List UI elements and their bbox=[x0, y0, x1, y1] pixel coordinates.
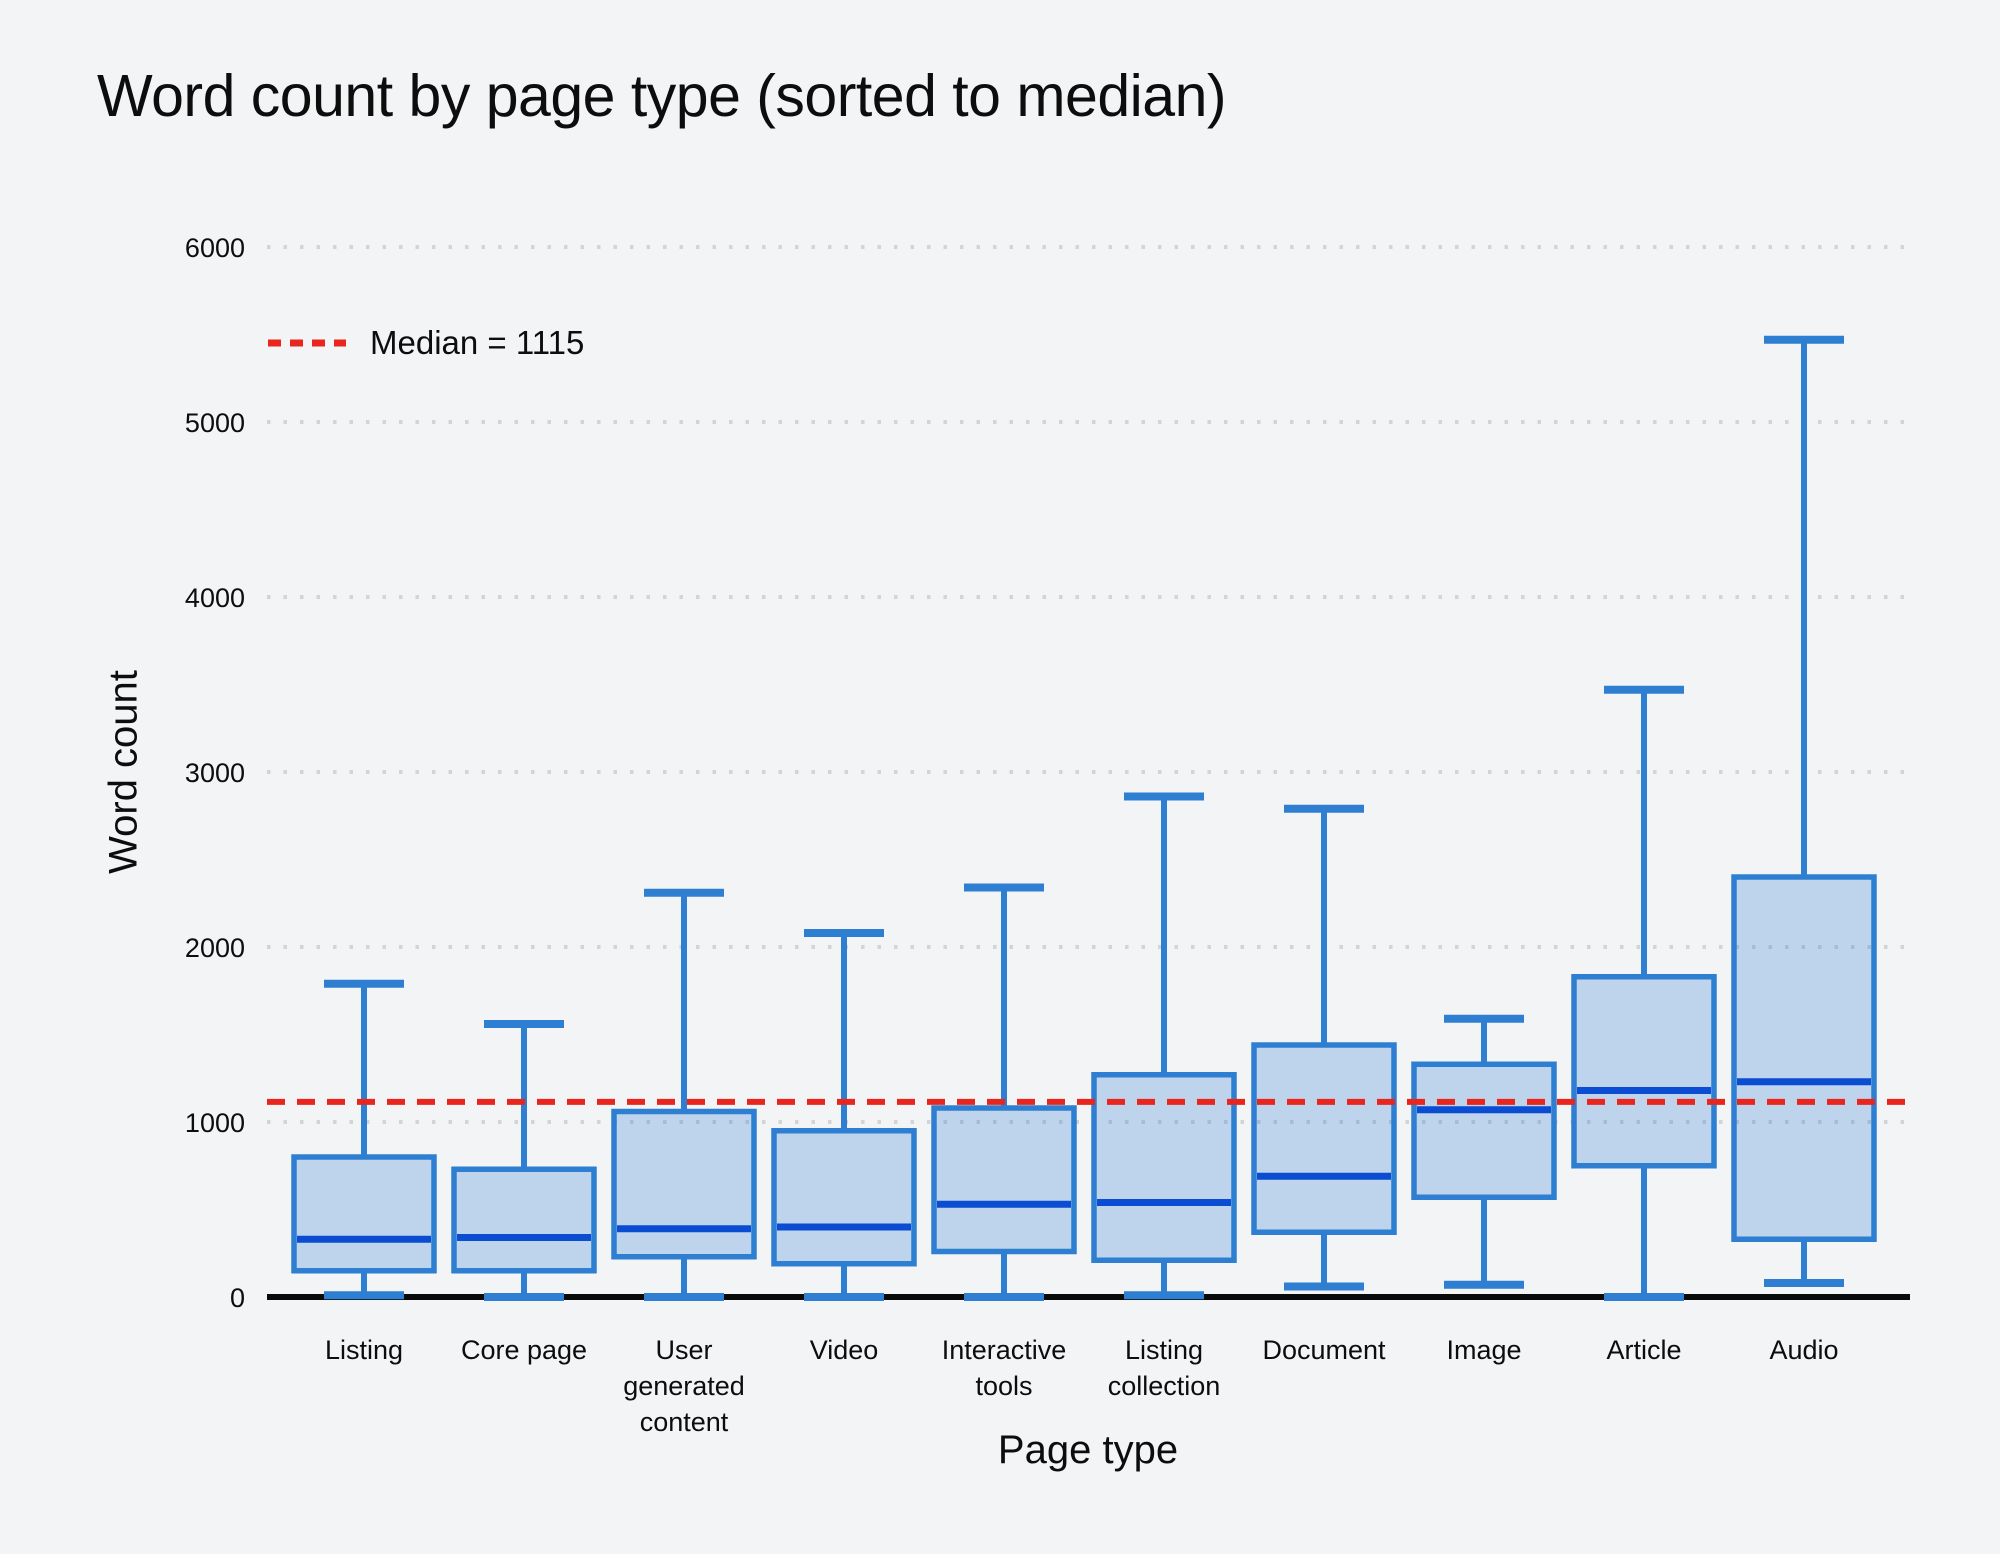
box-image bbox=[1411, 1061, 1557, 1200]
chart-title: Word count by page type (sorted to media… bbox=[97, 63, 1227, 129]
box-listing bbox=[291, 1154, 437, 1274]
box-video bbox=[771, 1128, 917, 1267]
median-legend: Median = 1115 bbox=[268, 324, 584, 362]
y-tick-label: 4000 bbox=[185, 583, 245, 613]
median-dash-icon bbox=[268, 339, 346, 347]
box-listing-collection bbox=[1091, 1072, 1237, 1263]
y-tick-label: 2000 bbox=[185, 933, 245, 963]
y-tick-label: 6000 bbox=[185, 233, 245, 263]
box-user-generated-content bbox=[611, 1108, 757, 1260]
box-audio bbox=[1731, 874, 1877, 1242]
box-core-page bbox=[451, 1166, 597, 1274]
y-tick-label: 5000 bbox=[185, 408, 245, 438]
median-legend-label: Median = 1115 bbox=[370, 324, 585, 361]
box-interactive-tools bbox=[931, 1105, 1077, 1255]
y-tick-label: 0 bbox=[230, 1283, 245, 1313]
x-axis-title: Page type bbox=[997, 1428, 1179, 1472]
y-tick-label: 1000 bbox=[185, 1108, 245, 1138]
box-article bbox=[1571, 974, 1717, 1169]
box-document bbox=[1251, 1042, 1397, 1235]
y-tick-label: 3000 bbox=[185, 758, 245, 788]
